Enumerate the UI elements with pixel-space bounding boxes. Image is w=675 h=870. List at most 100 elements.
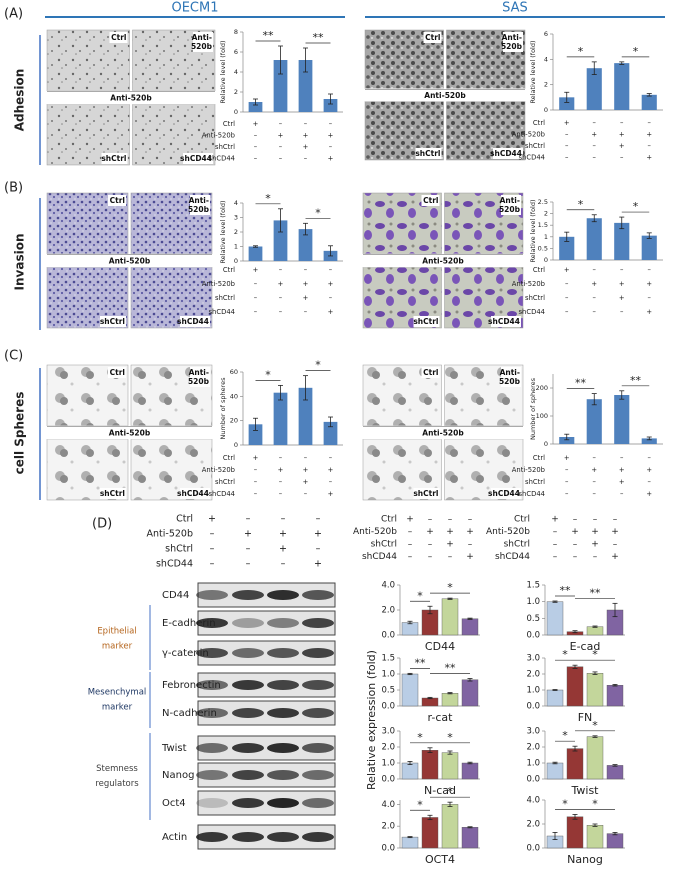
significance-label: * <box>265 192 271 205</box>
label-bg <box>421 367 440 378</box>
significance-label: * <box>447 785 453 798</box>
y-tick-label: 0 <box>544 106 548 114</box>
condition-sign: + <box>619 131 625 139</box>
condition-label: Anti-520b <box>202 132 235 140</box>
condition-sign: + <box>564 454 570 462</box>
x-axis-label: CD44 <box>425 640 455 653</box>
condition-sign: + <box>591 131 597 139</box>
y-tick-label: 1 <box>234 243 238 251</box>
condition-sign: – <box>565 131 569 139</box>
condition-sign: – <box>565 478 569 486</box>
condition-sign: – <box>254 155 258 163</box>
condition-sign: + <box>253 454 259 462</box>
blot-band <box>267 770 299 780</box>
condition-sign: – <box>565 308 569 316</box>
condition-sign: – <box>254 308 258 316</box>
bar <box>586 673 604 707</box>
condition-label: Anti-520b <box>512 280 545 288</box>
micrograph-label: shCD44 <box>490 149 522 158</box>
condition-sign: – <box>254 132 258 140</box>
bar <box>641 235 657 260</box>
condition-label: shCD44 <box>519 308 545 316</box>
row-label: cell Spheres <box>13 392 27 475</box>
y-tick-label: 4.0 <box>526 796 540 806</box>
bar <box>248 102 263 112</box>
y-tick-label: 1 <box>544 233 548 241</box>
condition-sign: + <box>619 466 625 474</box>
condition-sign: + <box>591 280 597 288</box>
y-tick-label: 2.5 <box>538 198 548 206</box>
condition-sign: – <box>468 515 473 525</box>
condition-sign: + <box>253 266 259 274</box>
blot-band <box>267 680 299 690</box>
condition-sign: – <box>329 478 333 486</box>
condition-sign: – <box>329 294 333 302</box>
label-bg <box>423 32 442 43</box>
x-axis-label: FN <box>578 711 593 724</box>
y-tick-label: 0.5 <box>538 244 548 252</box>
y-axis-label: Relative level (fold) <box>529 40 537 103</box>
bar <box>546 601 564 636</box>
bar <box>298 60 313 112</box>
condition-sign: – <box>648 454 652 462</box>
condition-sign: – <box>620 266 624 274</box>
condition-sign: – <box>279 308 283 316</box>
condition-label: Anti-520b <box>202 280 235 288</box>
blot-band <box>196 680 228 690</box>
micrograph-label: Anti-520b <box>110 94 152 103</box>
protein-label: Febronectin <box>162 680 221 691</box>
condition-sign: – <box>254 294 258 302</box>
label-bg <box>193 32 213 52</box>
condition-sign: – <box>565 294 569 302</box>
micrograph-label: Ctrl <box>111 33 126 42</box>
micrograph-divider <box>363 425 523 440</box>
micrograph-label: shCtrl <box>101 154 126 163</box>
condition-sign: – <box>648 266 652 274</box>
significance-label: * <box>447 731 453 744</box>
condition-sign: + <box>328 280 334 288</box>
condition-sign: – <box>329 266 333 274</box>
y-tick-label: 20 <box>230 417 238 425</box>
condition-sign: + <box>328 132 334 140</box>
condition-sign: + <box>314 529 322 540</box>
micrograph-label: 520b <box>188 377 210 386</box>
panel-label: (C) <box>4 349 23 364</box>
condition-sign: – <box>593 515 598 525</box>
condition-sign: – <box>329 143 333 151</box>
significance-label: ** <box>415 656 427 669</box>
condition-label: Ctrl <box>533 266 545 274</box>
bar <box>401 622 419 636</box>
y-tick-label: 2.0 <box>526 743 540 753</box>
group-label: Stemness <box>96 764 138 774</box>
label-bg <box>413 488 440 499</box>
blot-band <box>302 590 334 600</box>
condition-sign: + <box>279 544 287 555</box>
condition-sign: – <box>553 552 558 562</box>
blot-band <box>232 798 264 808</box>
significance-label: * <box>417 589 423 602</box>
y-tick-label: 0.0 <box>526 775 540 785</box>
condition-sign: – <box>428 552 433 562</box>
label-bg <box>108 367 126 378</box>
blot-band <box>267 708 299 718</box>
x-axis-label: OCT4 <box>425 853 455 866</box>
blot-band <box>196 798 228 808</box>
bar <box>559 97 575 110</box>
condition-sign: + <box>328 308 334 316</box>
group-label: marker <box>102 703 133 713</box>
condition-sign: + <box>328 466 334 474</box>
significance-label: ** <box>445 661 457 674</box>
condition-sign: – <box>316 544 321 555</box>
significance-label: * <box>562 729 568 742</box>
condition-sign: – <box>316 514 321 525</box>
condition-sign: – <box>279 155 283 163</box>
micrograph-label: Anti- <box>189 196 209 205</box>
condition-sign: – <box>620 119 624 127</box>
condition-sign: – <box>279 490 283 498</box>
bar <box>323 421 338 445</box>
condition-sign: + <box>466 527 474 537</box>
blot-band <box>196 743 228 753</box>
micrograph-label: Anti- <box>192 33 212 42</box>
y-tick-label: 0.0 <box>526 844 540 854</box>
